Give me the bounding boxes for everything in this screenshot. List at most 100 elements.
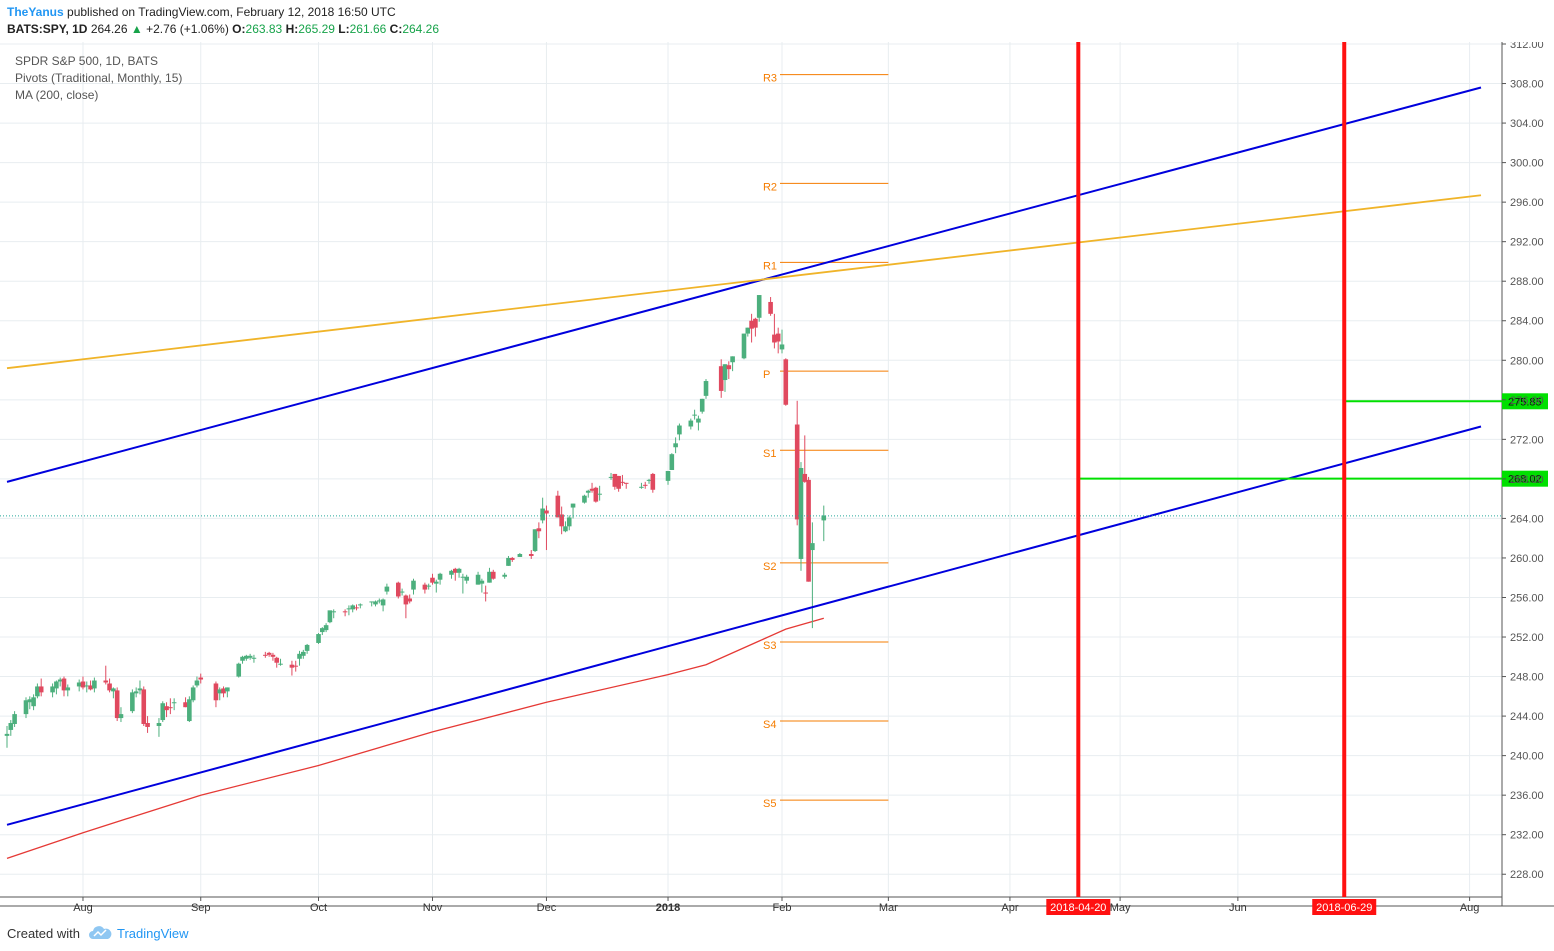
candle-body [517, 554, 523, 557]
price-tick-label: 308.00 [1510, 79, 1544, 91]
candle-body [772, 334, 777, 343]
time-tick-label: Aug [73, 902, 93, 914]
candle-body [741, 333, 747, 359]
candle-body [665, 470, 671, 481]
candle-body [92, 680, 97, 689]
candle-body [775, 333, 781, 342]
candle-body [194, 680, 200, 686]
candle-body [384, 586, 390, 592]
legend-ma[interactable]: MA (200, close) [15, 88, 99, 102]
price-tick-label: 272.00 [1510, 434, 1544, 446]
candle-body [563, 526, 568, 532]
candle-body [806, 479, 811, 582]
low-value: 261.66 [349, 22, 387, 36]
candle-body [749, 320, 754, 329]
price-tick-label: 260.00 [1510, 553, 1544, 565]
candle-body [460, 576, 466, 578]
candle-body [54, 681, 59, 689]
candle-body [107, 683, 112, 691]
candle-body [111, 688, 116, 692]
candle-body [582, 495, 587, 503]
candle-body [225, 687, 230, 692]
candle-body [247, 655, 253, 658]
candle-body [270, 654, 276, 657]
candle-body [141, 689, 147, 724]
candle-body [8, 723, 14, 730]
chart-header: TheYanus published on TradingView.com, F… [0, 0, 1554, 42]
price-chart[interactable]: R3 R2 R1 P S1 S2 S3 S4 S5 268.02 275.85 2018-04-20… [0, 42, 1554, 917]
candle-body [88, 685, 93, 690]
author-link[interactable]: TheYanus [7, 5, 64, 19]
candle-body [342, 611, 348, 613]
price-tick-label: 264.00 [1510, 513, 1544, 525]
price-tick-label: 276.00 [1510, 395, 1544, 407]
price-change: +2.76 (+1.06%) [146, 22, 229, 36]
candle-body [38, 686, 44, 693]
candle-body [798, 468, 804, 559]
candle-body [411, 580, 416, 590]
candle-body [183, 702, 188, 708]
pivot-label-s3: S3 [763, 640, 776, 652]
candle-body [753, 318, 758, 328]
candle-body [433, 581, 439, 584]
candle-body [164, 706, 169, 711]
candle-body [217, 689, 223, 694]
candle-body [84, 685, 90, 687]
candle-body [639, 486, 644, 488]
candle-body [642, 484, 648, 486]
target-price-label-bg [1502, 393, 1548, 410]
candle-body [745, 327, 751, 334]
candle-body [696, 418, 701, 423]
candle-body [646, 479, 652, 481]
candle-body [213, 683, 219, 701]
price-axis[interactable]: 228.00 232.00 236.00 240.00 244.00 248.00 252.… [1502, 42, 1544, 881]
moving-average [6, 617, 824, 860]
candle-body [145, 723, 150, 727]
legend-pivots[interactable]: Pivots (Traditional, Monthly, 15) [15, 71, 183, 85]
price-tick-label: 300.00 [1510, 158, 1544, 170]
candle-body [722, 364, 728, 381]
candle-body [430, 577, 435, 583]
candle-body [479, 580, 485, 584]
high-value: 265.29 [298, 22, 335, 36]
candle-body [502, 574, 507, 577]
target-price-label: 268.02 [1508, 474, 1542, 486]
candle-body [137, 688, 143, 691]
candle-body [323, 625, 329, 631]
tradingview-brand-link[interactable]: TradingView [117, 926, 189, 941]
candle-body [263, 654, 268, 656]
candle-body [794, 424, 800, 520]
candle-body [76, 682, 82, 687]
time-tick-label: May [1110, 902, 1131, 914]
candle-body [673, 443, 678, 448]
candle-body [80, 681, 86, 688]
open-label: O: [232, 22, 246, 36]
close-value: 264.26 [402, 22, 440, 36]
candle-body [289, 664, 295, 668]
candle-body [589, 488, 595, 491]
candle-body [297, 653, 302, 659]
price-tick-label: 296.00 [1510, 197, 1544, 209]
candle-body [756, 295, 762, 318]
high-label: H: [285, 22, 299, 36]
legend-symbol[interactable]: SPDR S&P 500, 1D, BATS [15, 54, 158, 68]
candle-body [555, 495, 561, 518]
price-tick-label: 284.00 [1510, 316, 1544, 328]
candle-body [540, 508, 545, 521]
created-with-text: Created with [7, 926, 80, 941]
candle-body [407, 598, 412, 602]
time-tick-label: Nov [423, 902, 443, 914]
candle-body [608, 476, 614, 478]
candle-body [114, 690, 120, 719]
upper-channel [6, 86, 1482, 483]
tradingview-cloud-icon[interactable] [88, 925, 112, 941]
candle-body [251, 657, 257, 659]
pivot-levels: R3 R2 R1 P S1 S2 S3 S4 S5 [763, 73, 889, 810]
date-marker-label-bg [1312, 899, 1377, 915]
time-axis[interactable]: Aug Sep Oct Nov Dec 2018 Feb Mar Apr May Jun Aug [73, 897, 1479, 914]
candle-body [623, 482, 629, 484]
candle-body [320, 628, 325, 633]
candle-body [369, 601, 375, 603]
ohlc-line: BATS:SPY, 1D 264.26 ▲ +2.76 (+1.06%) O:2… [7, 22, 439, 36]
candle-body [244, 655, 249, 659]
